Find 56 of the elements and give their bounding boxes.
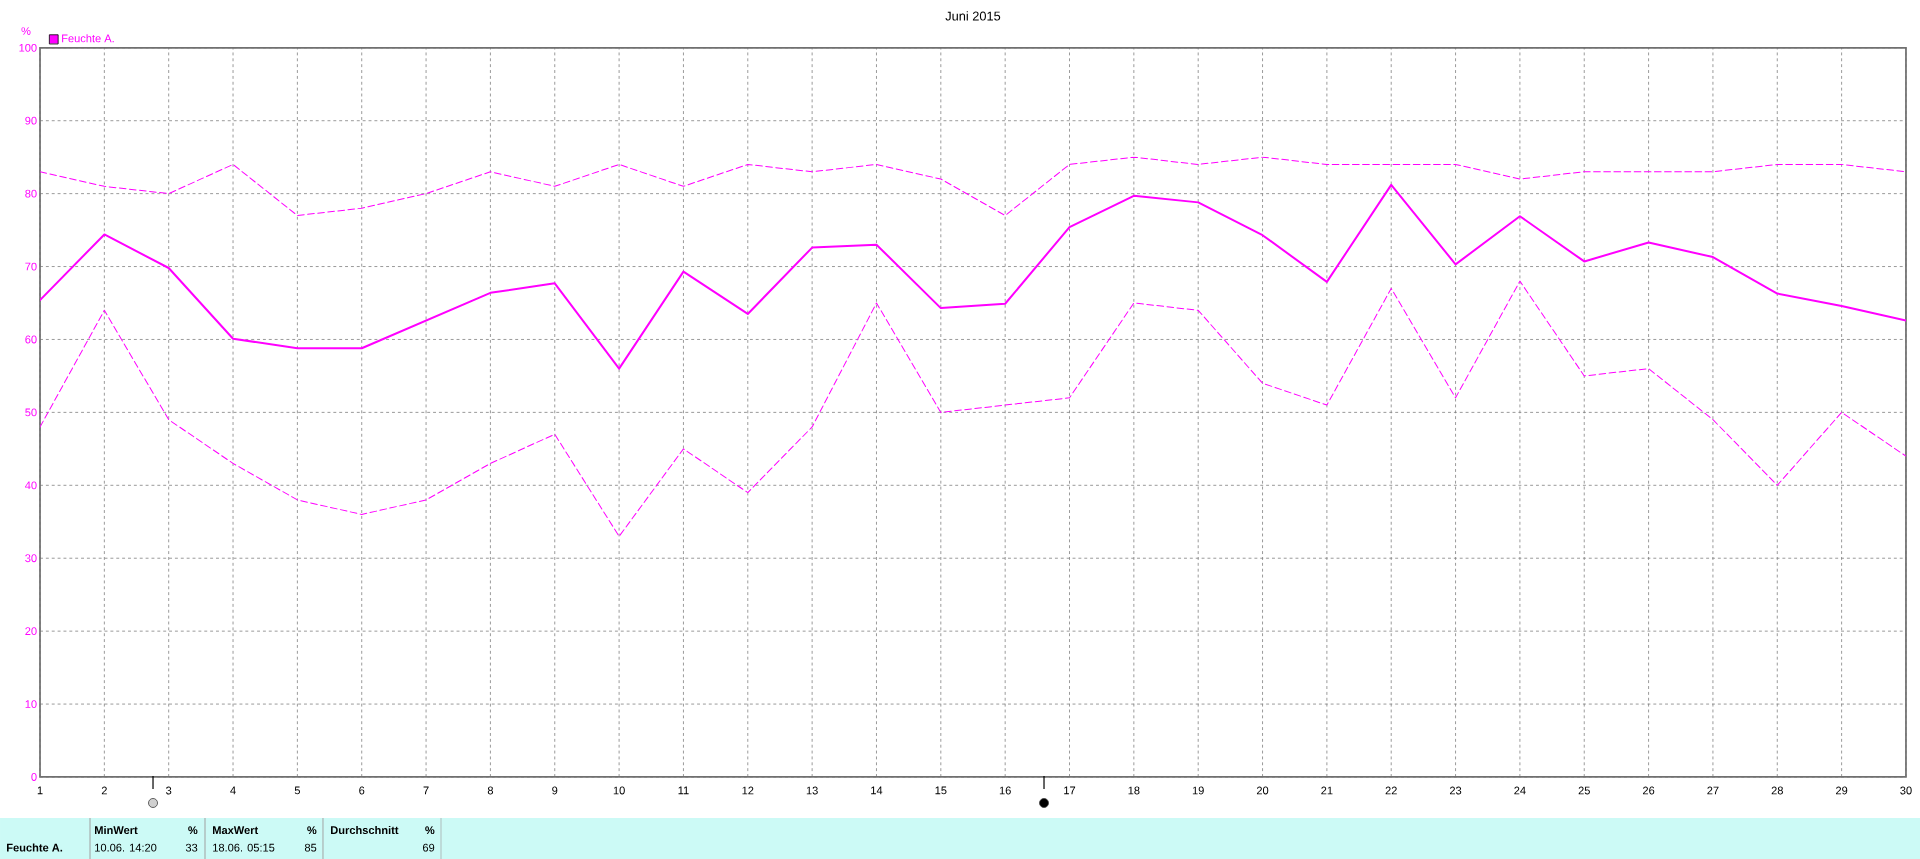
x-tick-label: 25 xyxy=(1578,786,1590,795)
x-tick-label: 13 xyxy=(806,786,818,795)
y-tick-label: 10 xyxy=(25,700,37,708)
x-tick-label: 20 xyxy=(1256,786,1269,795)
x-tick-label: 6 xyxy=(359,786,365,795)
x-tick-label: 28 xyxy=(1771,786,1783,795)
text: MinWert xyxy=(95,825,138,835)
y-tick-label: 90 xyxy=(25,116,37,125)
x-tick-label: 2 xyxy=(101,786,107,795)
x-tick-label: 11 xyxy=(678,786,689,795)
text: 85 xyxy=(304,843,317,852)
text: 10.06. 14:20 xyxy=(95,843,157,852)
x-tick-label: 22 xyxy=(1385,786,1397,795)
x-tick-label: 27 xyxy=(1707,786,1719,795)
y-tick-label: 0 xyxy=(31,773,37,781)
text: MaxWert xyxy=(213,826,259,835)
x-tick-label: 30 xyxy=(1900,786,1912,795)
legend-label: Feuchte A. xyxy=(62,34,114,43)
text: % xyxy=(188,826,198,835)
x-tick-label: 8 xyxy=(487,786,493,795)
x-tick-label: 3 xyxy=(166,786,172,795)
x-tick-label: 14 xyxy=(871,786,883,795)
x-tick-label: 10 xyxy=(613,786,625,795)
text: % xyxy=(425,826,435,835)
x-tick-label: 9 xyxy=(552,786,558,795)
text: 18.06. 05:15 xyxy=(213,843,275,852)
y-tick-label: 50 xyxy=(25,408,37,417)
x-tick-label: 12 xyxy=(742,786,754,795)
x-tick-label: 15 xyxy=(935,786,947,795)
y-tick-label: 100 xyxy=(19,43,37,52)
x-tick-label: 19 xyxy=(1192,786,1204,795)
text: % xyxy=(307,826,317,835)
y-tick-label: 70 xyxy=(25,262,37,271)
text: Durchschnitt xyxy=(331,825,399,835)
text: 69 xyxy=(423,843,435,852)
x-tick-label: 5 xyxy=(294,786,300,795)
x-tick-label: 29 xyxy=(1836,786,1848,795)
x-tick-label: 23 xyxy=(1449,786,1462,795)
x-tick-label: 17 xyxy=(1064,786,1076,795)
y-tick-label: 20 xyxy=(25,627,37,636)
y-axis-title: % xyxy=(21,27,31,35)
x-tick-label: 18 xyxy=(1128,786,1140,795)
text: Feuchte A. xyxy=(7,843,63,852)
x-tick-label: 24 xyxy=(1514,786,1526,795)
y-tick-label: 40 xyxy=(25,481,37,490)
x-tick-label: 7 xyxy=(423,786,429,795)
x-tick-label: 21 xyxy=(1321,786,1333,795)
y-tick-label: 30 xyxy=(25,554,37,563)
y-tick-label: 80 xyxy=(25,189,37,198)
text: 33 xyxy=(185,843,198,852)
x-tick-label: 16 xyxy=(999,786,1011,795)
x-tick-label: 4 xyxy=(230,786,236,795)
chart-title: Juni 2015 xyxy=(945,11,1001,21)
y-tick-label: 60 xyxy=(25,335,37,344)
x-tick-label: 1 xyxy=(37,786,43,795)
x-tick-label: 26 xyxy=(1643,786,1655,795)
